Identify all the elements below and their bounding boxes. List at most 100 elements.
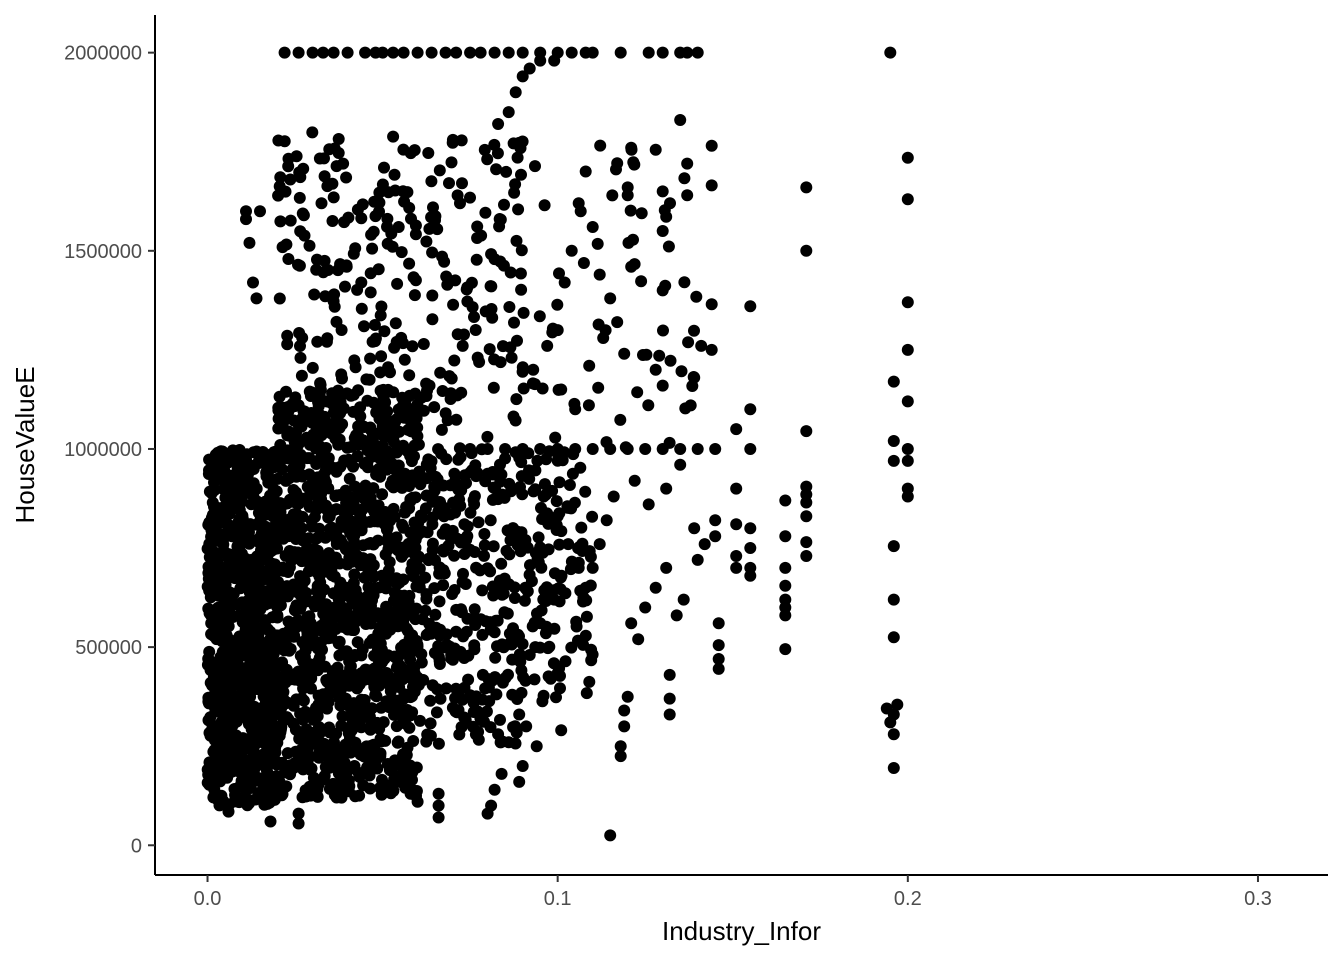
data-point xyxy=(420,588,433,601)
data-point xyxy=(318,152,330,165)
data-point xyxy=(327,191,340,204)
data-point xyxy=(511,151,524,164)
data-point xyxy=(361,444,374,457)
data-point xyxy=(502,578,515,591)
data-point xyxy=(250,292,263,305)
data-point xyxy=(446,133,459,146)
data-point xyxy=(319,531,332,544)
data-point xyxy=(448,549,461,562)
data-point xyxy=(499,671,512,684)
data-point xyxy=(515,244,528,257)
data-point xyxy=(303,239,316,252)
data-point xyxy=(327,587,340,600)
data-point xyxy=(355,593,368,606)
data-point xyxy=(498,606,511,619)
data-point xyxy=(393,660,406,673)
data-point xyxy=(509,720,522,733)
data-point xyxy=(534,443,547,455)
data-point xyxy=(456,693,469,706)
data-point xyxy=(207,791,220,804)
data-point xyxy=(333,649,346,662)
data-point xyxy=(901,151,914,164)
data-point xyxy=(273,635,286,648)
data-point xyxy=(674,458,687,471)
data-point xyxy=(397,573,410,586)
data-point xyxy=(298,229,311,242)
data-point xyxy=(280,385,292,398)
data-point xyxy=(384,478,397,491)
data-point xyxy=(712,617,725,630)
data-point xyxy=(554,583,567,596)
data-point xyxy=(314,377,327,390)
data-point xyxy=(534,54,547,67)
data-point xyxy=(287,699,300,712)
data-point xyxy=(458,681,471,694)
data-point xyxy=(336,372,348,385)
data-point xyxy=(300,723,313,736)
data-point xyxy=(366,568,379,581)
data-point xyxy=(415,656,428,669)
data-point xyxy=(663,692,676,705)
x-axis-ticks: 0.0 0.1 0.2 0.3 xyxy=(194,875,1272,910)
data-point xyxy=(305,514,318,527)
data-point xyxy=(429,210,442,223)
data-point xyxy=(456,576,469,588)
data-point xyxy=(323,684,336,697)
data-point xyxy=(514,142,527,155)
data-point xyxy=(367,538,380,551)
data-point xyxy=(523,472,536,485)
data-point xyxy=(432,640,445,653)
data-point xyxy=(510,234,523,247)
data-point xyxy=(709,530,722,543)
data-point xyxy=(291,439,304,452)
data-point xyxy=(505,351,518,364)
data-point xyxy=(779,494,792,507)
data-point xyxy=(368,671,381,684)
data-point xyxy=(302,551,315,564)
data-point xyxy=(486,468,499,481)
data-point xyxy=(535,604,548,617)
data-point xyxy=(397,46,410,59)
data-point xyxy=(458,518,471,531)
data-point xyxy=(880,702,893,715)
data-point xyxy=(403,257,416,270)
data-point xyxy=(474,46,487,59)
data-point xyxy=(279,676,292,689)
data-point xyxy=(277,686,290,698)
data-point xyxy=(514,481,526,493)
data-point xyxy=(470,561,483,574)
data-point xyxy=(289,616,302,629)
data-point xyxy=(677,593,690,606)
data-point xyxy=(621,443,634,455)
data-point xyxy=(529,160,541,173)
data-point xyxy=(627,233,639,246)
data-point xyxy=(430,706,443,719)
data-point xyxy=(279,185,292,198)
data-point xyxy=(303,532,315,545)
data-point xyxy=(373,196,386,209)
data-point xyxy=(366,242,379,255)
data-point xyxy=(395,246,408,259)
data-point xyxy=(800,550,813,562)
data-point xyxy=(448,354,461,367)
data-point xyxy=(529,483,542,496)
data-point xyxy=(274,599,287,612)
data-point xyxy=(420,390,433,402)
data-point xyxy=(592,318,605,331)
data-point xyxy=(553,476,566,489)
data-point xyxy=(901,454,914,467)
data-point xyxy=(306,416,318,429)
data-point xyxy=(206,722,219,735)
data-point xyxy=(239,613,252,626)
data-point xyxy=(585,654,598,667)
data-point xyxy=(366,762,379,775)
data-point xyxy=(887,728,900,741)
data-point xyxy=(343,780,356,793)
data-point xyxy=(533,310,546,323)
data-point xyxy=(315,197,328,210)
data-point xyxy=(460,625,473,638)
data-point xyxy=(397,337,409,350)
data-point xyxy=(330,315,343,328)
data-point xyxy=(582,399,595,412)
data-point xyxy=(470,253,483,266)
